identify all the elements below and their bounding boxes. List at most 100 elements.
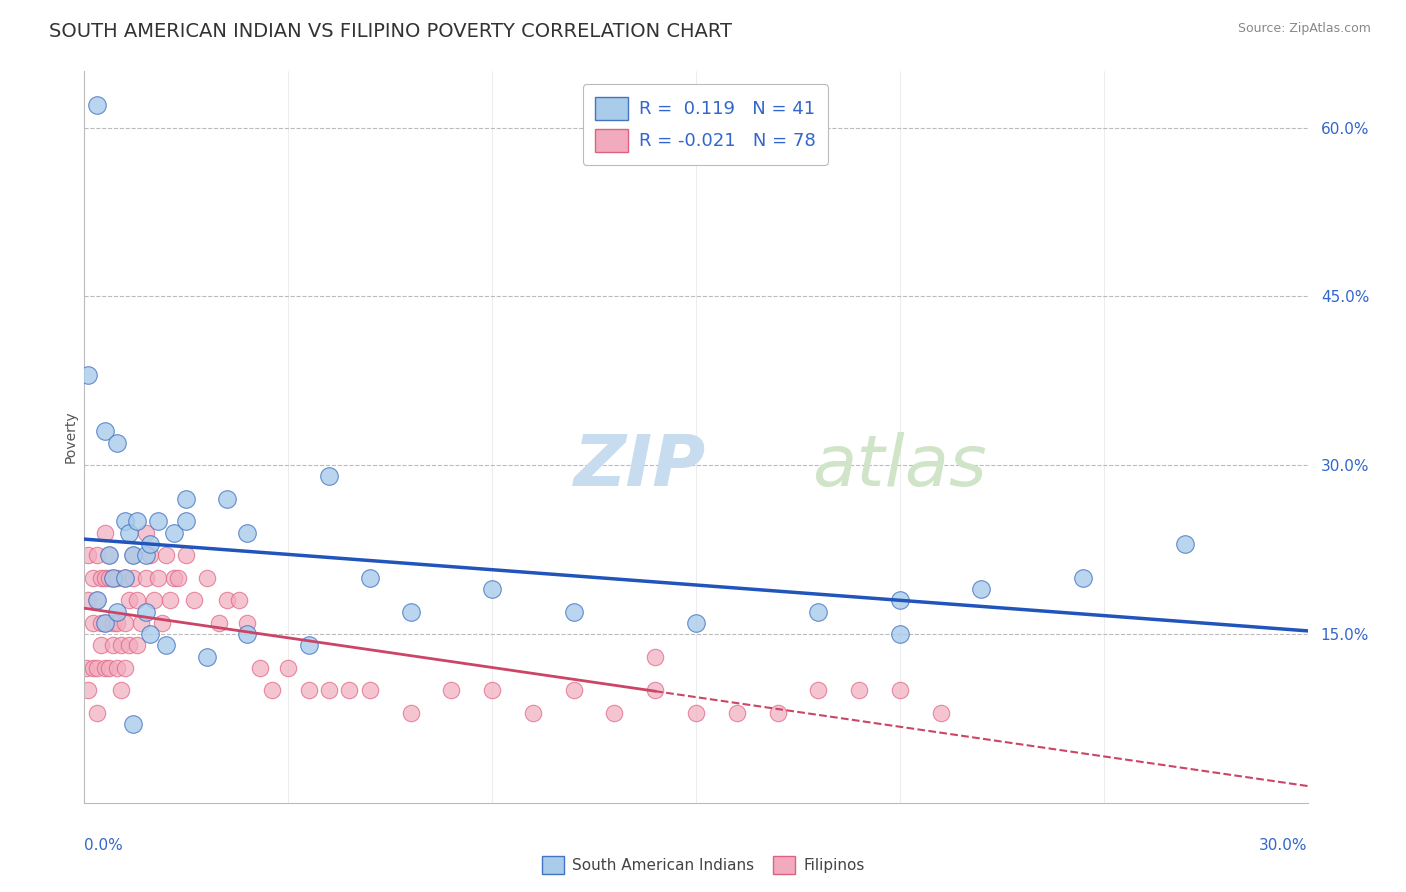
Point	[163, 525, 186, 540]
Point	[644, 649, 666, 664]
Point	[86, 593, 108, 607]
Point	[77, 368, 100, 383]
Point	[685, 706, 707, 720]
Text: 0.0%: 0.0%	[84, 838, 124, 853]
Point	[131, 615, 153, 630]
Point	[93, 661, 115, 675]
Point	[163, 571, 186, 585]
Point	[138, 627, 160, 641]
Point	[118, 638, 141, 652]
Point	[135, 605, 157, 619]
Point	[260, 683, 283, 698]
Point	[889, 593, 911, 607]
Point	[481, 582, 503, 596]
Point	[97, 661, 120, 675]
Point	[122, 717, 145, 731]
Point	[1174, 537, 1197, 551]
Point	[77, 683, 100, 698]
Point	[105, 571, 128, 585]
Point	[105, 605, 128, 619]
Point	[93, 615, 115, 630]
Point	[118, 593, 141, 607]
Point	[127, 638, 149, 652]
Point	[90, 571, 112, 585]
Point	[93, 425, 115, 439]
Point	[135, 525, 157, 540]
Y-axis label: Poverty: Poverty	[63, 411, 77, 463]
Point	[101, 571, 124, 585]
Point	[93, 615, 115, 630]
Point	[889, 683, 911, 698]
Point	[127, 515, 149, 529]
Point	[208, 615, 231, 630]
Point	[685, 615, 707, 630]
Point	[101, 571, 124, 585]
Point	[86, 98, 108, 112]
Point	[150, 615, 173, 630]
Point	[114, 515, 136, 529]
Point	[807, 683, 830, 698]
Point	[105, 435, 128, 450]
Point	[298, 638, 321, 652]
Point	[138, 548, 160, 562]
Point	[135, 548, 157, 562]
Point	[75, 661, 97, 675]
Point	[127, 593, 149, 607]
Point	[298, 683, 321, 698]
Point	[155, 638, 177, 652]
Point	[236, 627, 259, 641]
Point	[159, 593, 181, 607]
Point	[114, 571, 136, 585]
Point	[603, 706, 626, 720]
Text: Source: ZipAtlas.com: Source: ZipAtlas.com	[1237, 22, 1371, 36]
Point	[174, 548, 197, 562]
Point	[110, 638, 132, 652]
Point	[562, 683, 585, 698]
Point	[195, 649, 218, 664]
Point	[174, 515, 197, 529]
Legend: R =  0.119   N = 41, R = -0.021   N = 78: R = 0.119 N = 41, R = -0.021 N = 78	[582, 84, 828, 165]
Point	[118, 525, 141, 540]
Point	[359, 683, 381, 698]
Point	[114, 661, 136, 675]
Point	[86, 661, 108, 675]
Point	[228, 593, 250, 607]
Point	[93, 571, 115, 585]
Point	[277, 661, 299, 675]
Point	[122, 571, 145, 585]
Point	[105, 615, 128, 630]
Point	[183, 593, 205, 607]
Point	[399, 706, 422, 720]
Point	[236, 615, 259, 630]
Point	[217, 491, 239, 506]
Point	[86, 593, 108, 607]
Point	[889, 627, 911, 641]
Point	[86, 548, 108, 562]
Point	[86, 706, 108, 720]
Point	[110, 683, 132, 698]
Point	[93, 525, 115, 540]
Point	[82, 661, 104, 675]
Point	[318, 683, 340, 698]
Point	[90, 638, 112, 652]
Point	[97, 548, 120, 562]
Point	[522, 706, 544, 720]
Point	[146, 571, 169, 585]
Point	[97, 548, 120, 562]
Point	[440, 683, 463, 698]
Point	[217, 593, 239, 607]
Point	[97, 571, 120, 585]
Point	[195, 571, 218, 585]
Point	[481, 683, 503, 698]
Point	[101, 638, 124, 652]
Point	[146, 515, 169, 529]
Point	[122, 548, 145, 562]
Point	[142, 593, 165, 607]
Text: atlas: atlas	[813, 432, 987, 500]
Point	[1073, 571, 1095, 585]
Point	[399, 605, 422, 619]
Point	[644, 683, 666, 698]
Point	[929, 706, 952, 720]
Point	[249, 661, 271, 675]
Point	[82, 615, 104, 630]
